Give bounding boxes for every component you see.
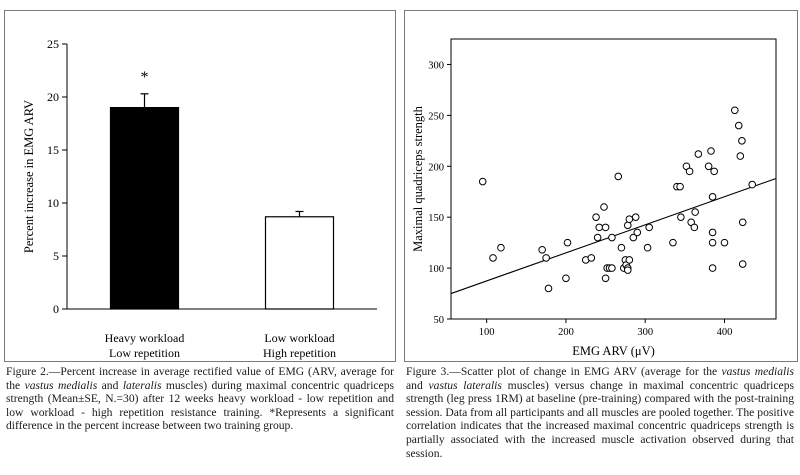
data-point: [489, 254, 497, 262]
data-point: [625, 215, 634, 224]
x-tick-label: 300: [637, 327, 653, 338]
y-tick-label: 100: [428, 264, 444, 275]
data-point: [708, 228, 717, 237]
category-label-1: Low repetition: [109, 346, 180, 360]
data-point: [587, 254, 596, 262]
data-point: [694, 150, 703, 158]
data-point: [708, 264, 717, 272]
data-point: [736, 152, 745, 160]
scatter-chart: 100 200 300 400 50 100 150 200 250 300 EMG ARV (μV…: [411, 38, 777, 358]
data-point: [748, 180, 757, 189]
data-point: [623, 266, 632, 274]
figure-3-caption: Figure 3.—Scatter plot of change in EMG …: [406, 365, 795, 460]
data-point: [738, 260, 747, 268]
data-point: [669, 238, 677, 247]
y-tick-label: 150: [428, 213, 444, 224]
data-point: [645, 223, 653, 232]
data-point: [690, 223, 699, 232]
data-point: [707, 147, 715, 155]
plot-frame: [450, 38, 777, 320]
y-tick-label: 300: [428, 60, 444, 71]
data-point: [708, 238, 717, 247]
data-point: [625, 256, 634, 264]
y-tick-label: 10: [47, 196, 59, 210]
data-point: [592, 213, 600, 221]
data-point: [544, 284, 553, 293]
y-tick-label: 15: [47, 143, 59, 157]
y-tick-label: 20: [47, 90, 59, 104]
y-axis-title: Percent increase in EMG ARV: [22, 100, 36, 253]
bar-1: [109, 106, 180, 310]
x-axis-title: EMG ARV (μV): [572, 344, 655, 358]
data-point: [704, 162, 713, 171]
bar-chart: 0 5 10 15 20 25 Percent increase in EMG ARV Hea…: [22, 37, 377, 360]
data-point: [562, 274, 570, 283]
data-point: [601, 274, 610, 283]
data-point: [538, 245, 546, 254]
data-point: [738, 218, 747, 227]
data-point: [677, 213, 685, 221]
data-point: [614, 172, 623, 181]
data-point: [497, 243, 505, 252]
data-point: [708, 193, 717, 201]
data-point: [633, 228, 642, 237]
data-point: [676, 182, 684, 191]
data-point: [643, 243, 652, 252]
data-point: [563, 238, 572, 247]
data-point: [623, 221, 632, 230]
data-point: [608, 233, 616, 242]
data-point: [730, 106, 739, 115]
data-point: [720, 238, 729, 247]
data-point: [738, 137, 746, 145]
data-point: [685, 167, 694, 176]
y-tick-label: 0: [53, 302, 59, 316]
y-tick-label: 250: [428, 111, 444, 122]
figure-2-caption: Figure 2.—Percent increase in average re…: [6, 365, 395, 433]
data-point: [478, 177, 487, 186]
data-point: [691, 208, 699, 216]
data-point: [593, 233, 602, 242]
bar-2: [264, 216, 335, 310]
y-tick-label: 50: [434, 315, 445, 326]
x-tick-label: 100: [479, 327, 495, 338]
category-label-2: High repetition: [263, 346, 336, 360]
data-point: [631, 213, 640, 221]
data-point: [601, 223, 610, 232]
y-tick-label: 5: [53, 249, 59, 263]
figure-3-panel: 100 200 300 400 50 100 150 200 250 300 EMG ARV (μV…: [404, 10, 798, 362]
y-tick-label: 25: [47, 37, 59, 51]
data-point: [617, 243, 626, 252]
x-tick-label: 400: [717, 327, 733, 338]
data-point: [629, 233, 638, 242]
category-label-2: Low workload: [264, 331, 334, 345]
data-point: [595, 223, 604, 232]
significance-marker: *: [141, 69, 149, 86]
y-tick-label: 200: [428, 162, 444, 173]
data-point: [734, 121, 743, 130]
category-label-1: Heavy workload: [105, 331, 185, 345]
data-point: [710, 167, 718, 176]
y-axis-title: Maximal quadriceps strength: [411, 105, 425, 252]
figure-2-panel: 0 5 10 15 20 25 Percent increase in EMG ARV Hea…: [4, 10, 396, 362]
x-tick-label: 200: [558, 327, 574, 338]
data-point: [608, 264, 616, 272]
data-point: [542, 254, 550, 262]
data-point: [600, 203, 608, 211]
